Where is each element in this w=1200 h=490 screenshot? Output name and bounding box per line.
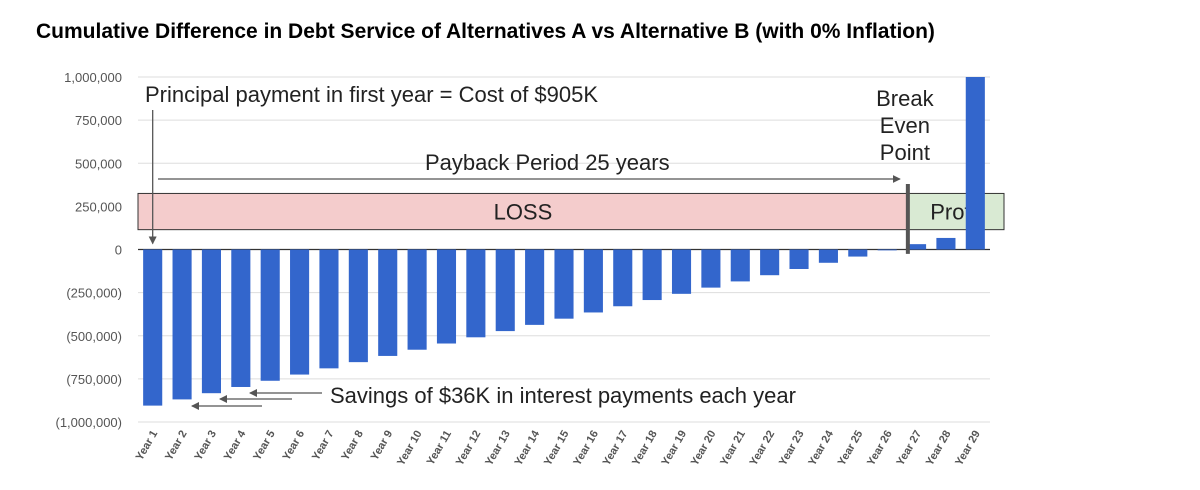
x-tick-label: Year 2: [163, 429, 190, 463]
y-tick-label: 250,000: [75, 199, 122, 214]
principal-annotation: Principal payment in first year = Cost o…: [145, 82, 598, 107]
bar-year-23: [789, 249, 809, 269]
x-tick-label: Year 4: [222, 428, 249, 463]
bar-year-11: [436, 249, 457, 344]
bar-year-16: [583, 249, 603, 313]
x-tick-label: Year 28: [924, 429, 954, 468]
x-tick-label: Year 18: [630, 429, 660, 468]
bar-year-29: [965, 77, 985, 250]
bar-year-10: [407, 249, 427, 350]
bar-year-1: [143, 249, 163, 406]
x-tick-label: Year 13: [483, 429, 513, 468]
chart-title: Cumulative Difference in Debt Service of…: [36, 20, 935, 43]
bar-year-9: [378, 249, 398, 356]
y-tick-label: 500,000: [75, 156, 122, 171]
bar-year-15: [554, 249, 574, 319]
x-tick-label: Year 7: [310, 429, 337, 463]
x-tick-label: Year 23: [777, 429, 807, 468]
y-tick-label: (500,000): [66, 329, 122, 344]
x-tick-label: Year 19: [659, 429, 689, 468]
x-tick-label: Year 10: [395, 429, 425, 468]
bar-year-27: [907, 244, 927, 250]
x-tick-label: Year 14: [513, 428, 543, 468]
bar-year-8: [348, 249, 368, 363]
bar-year-19: [671, 249, 692, 294]
bar-year-2: [172, 249, 192, 400]
x-tick-label: Year 20: [689, 429, 719, 468]
y-tick-label: 1,000,000: [64, 70, 122, 85]
x-tick-label: Year 11: [425, 429, 454, 468]
payback-annotation: Payback Period 25 years: [425, 150, 670, 175]
loss-band: [137, 192, 909, 231]
bar-year-20: [701, 249, 721, 288]
loss-label: LOSS: [494, 200, 553, 225]
bar-year-13: [495, 249, 515, 332]
x-tick-label: Year 17: [601, 429, 631, 468]
bar-year-6: [290, 249, 310, 375]
x-tick-label: Year 24: [806, 428, 836, 468]
x-tick-label: Year 21: [718, 429, 748, 468]
bar-year-26: [877, 249, 897, 251]
bar-year-14: [525, 249, 545, 325]
x-tick-label: Year 29: [953, 429, 983, 468]
bar-year-25: [848, 249, 868, 257]
x-tick-label: Year 1: [134, 429, 161, 463]
bar-year-5: [260, 249, 280, 381]
x-tick-label: Year 16: [571, 429, 601, 468]
y-tick-label: 750,000: [75, 113, 122, 128]
x-tick-label: Year 3: [192, 429, 219, 463]
x-tick-label: Year 26: [865, 429, 895, 468]
x-tick-label: Year 8: [339, 429, 366, 463]
x-tick-label: Year 9: [369, 429, 396, 463]
y-tick-label: 0: [115, 243, 122, 258]
bar-year-3: [201, 249, 221, 394]
x-tick-label: Year 6: [281, 429, 308, 463]
x-tick-label: Year 27: [894, 429, 924, 468]
y-tick-label: (750,000): [66, 372, 122, 387]
x-tick-label: Year 25: [836, 429, 866, 468]
bar-year-21: [730, 249, 750, 282]
bar-year-22: [760, 249, 780, 276]
bar-year-18: [642, 249, 662, 301]
x-tick-label: Year 15: [542, 429, 572, 468]
y-tick-label: (250,000): [66, 286, 122, 301]
bar-year-4: [231, 249, 251, 387]
x-tick-label: Year 5: [251, 429, 278, 463]
bar-year-7: [319, 249, 339, 369]
x-tick-label: Year 12: [454, 429, 484, 468]
break-even-label-line: Even: [880, 113, 930, 138]
bar-year-24: [818, 249, 838, 263]
break-even-label-line: Break: [876, 86, 934, 111]
x-tick-label: Year 22: [748, 429, 778, 468]
savings-annotation: Savings of $36K in interest payments eac…: [330, 383, 796, 408]
bar-year-12: [466, 249, 486, 338]
bar-year-28: [936, 237, 956, 250]
break-even-label-line: Point: [880, 140, 930, 165]
bar-year-17: [613, 249, 633, 307]
y-tick-label: (1,000,000): [56, 415, 123, 430]
